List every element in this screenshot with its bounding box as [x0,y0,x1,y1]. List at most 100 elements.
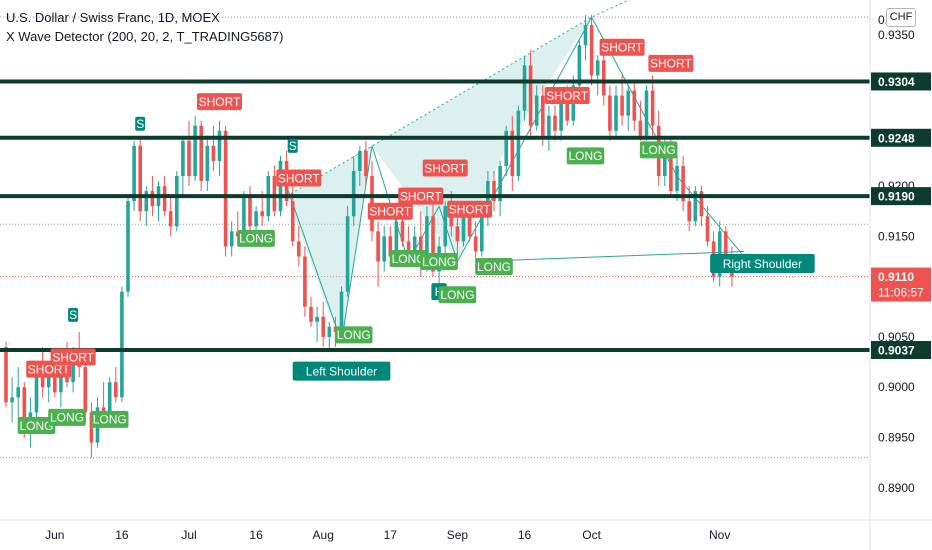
candle-body [534,95,539,126]
current-price-text: 0.9110 [878,270,914,284]
candle [272,165,277,217]
candle-body [516,110,521,177]
candle [175,170,179,232]
signal-badge-bg [68,307,79,322]
candle-body [522,65,527,111]
candle-body [717,231,722,277]
candle [595,55,600,96]
countdown-text: 11:06:57 [878,286,924,300]
x-tick-label: 16 [518,528,532,542]
candle [248,186,252,237]
candle-body [162,186,167,212]
candle-body [638,120,643,136]
neckline [475,250,745,263]
candle-body [498,165,502,202]
candle-body [22,387,27,428]
shoulder-label: Right Shoulder [710,254,815,274]
current-price-bg [871,267,931,302]
candle [327,321,332,353]
candle-body [126,201,130,292]
candle [364,140,368,187]
level-price-bg [871,341,931,360]
level-price-badge: 0.9304 [871,72,931,91]
signal-label: SHORT [424,161,466,175]
candle-body [565,100,569,121]
signal-badge-bg [367,202,413,220]
signal-label: SHORT [400,189,442,203]
candle-body [583,25,588,46]
signal-short_small: S [68,307,79,322]
signal-badge-bg [438,286,477,304]
candle [699,186,704,227]
candle [297,226,301,267]
signal-long: LONG [334,326,373,344]
signal-short_small: S [135,116,146,131]
candle [589,15,594,86]
candle [382,226,386,272]
candle [541,85,545,146]
signal-short: SHORT [447,200,493,218]
candle [602,50,606,106]
candle-body [431,216,435,272]
candle-body [467,211,472,237]
candle-body [211,145,216,161]
candle [376,221,380,287]
candle-body [309,306,313,322]
signal-label: LONG [642,143,676,157]
y-tick-mask [876,13,886,27]
signal-badge-bg [50,348,96,366]
candle-body [382,236,386,262]
candle-body [632,90,637,121]
plot-area [0,0,870,459]
candle [16,367,20,418]
candle-body [89,412,94,443]
signal-long: LONG [639,141,678,159]
candle-body [669,145,673,192]
candle [687,186,691,232]
signal-long: LONG [566,147,605,165]
candle-body [626,90,630,116]
candle-body [705,216,710,242]
candle [358,145,362,187]
candle-body [595,60,600,76]
y-tick-label: 0.9150 [878,229,915,243]
candle [144,186,149,227]
signal-badge-bg [566,147,605,165]
candle [455,216,460,257]
signal-label: SHORT [28,362,70,376]
candle-body [217,130,222,161]
candle-body [4,347,8,403]
y-tick-label: 0.8950 [878,431,915,445]
signal-short_small: S [287,138,298,153]
signal-badge-bg [334,326,373,344]
signal-label: S [289,139,297,153]
signal-long: LONG [420,253,458,271]
x-tick-label: Oct [582,528,601,542]
symbol-title[interactable]: U.S. Dollar / Swiss Franc, 1D, MOEX [6,10,220,25]
candle-body [150,191,155,207]
candle [199,120,203,192]
candle [181,135,185,197]
candle-body [339,291,344,332]
candle-body [406,241,411,252]
candle [205,135,210,192]
x-tick-label: Jul [181,528,196,542]
candle-body [608,95,612,131]
candle [608,85,612,141]
signal-short: SHORT [648,54,694,72]
signal-label: SHORT [369,205,411,219]
candle [120,286,124,403]
level-price-bg [871,128,931,147]
indicator-title[interactable]: X Wave Detector (200, 20, 2, T_TRADING56… [6,29,284,44]
candle-body [248,196,252,227]
candle-body [412,236,417,252]
signal-label: SHORT [52,350,94,364]
candle-body [138,145,142,212]
candle [443,201,447,257]
currency-button[interactable]: CHF [886,8,916,27]
candle [614,85,618,136]
candle [534,85,539,131]
candle-body [107,382,112,423]
candle-body [644,90,649,136]
